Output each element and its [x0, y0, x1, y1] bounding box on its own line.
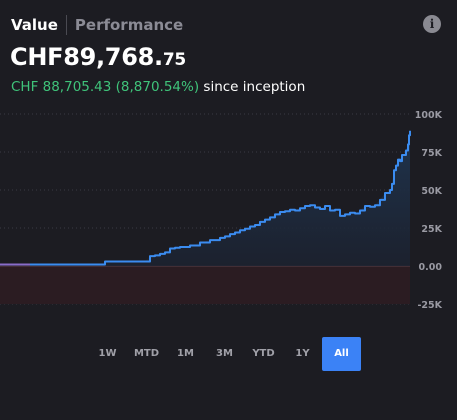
tab-divider — [65, 15, 67, 35]
y-tick-label: 75K — [421, 148, 442, 159]
portfolio-value-main: CHF89,768. — [10, 43, 163, 71]
negative-zone-rect — [0, 266, 410, 304]
range-button-1m[interactable]: 1M — [177, 348, 194, 359]
chart-area — [0, 130, 410, 266]
info-icon[interactable]: i — [423, 15, 441, 33]
gain-amount: CHF 88,705.43 (8,870.54%) — [11, 79, 200, 95]
tab-performance[interactable]: Performance — [74, 16, 184, 34]
chart-lines — [0, 130, 411, 266]
range-button-mtd[interactable]: MTD — [133, 348, 160, 359]
y-axis-ticks: 100K 75K 50K 25K 0.00 -25K — [415, 110, 443, 311]
portfolio-value-cents: 75 — [162, 50, 186, 70]
range-button-all[interactable]: All — [322, 337, 361, 371]
gain-summary: CHF 88,705.43 (8,870.54%) since inceptio… — [11, 79, 305, 95]
gain-since-label: since inception — [203, 79, 306, 95]
tab-value[interactable]: Value — [11, 16, 58, 34]
value-line — [30, 130, 411, 266]
portfolio-value: CHF89,768.75 — [10, 43, 186, 71]
y-tick-label: 0.00 — [419, 262, 443, 273]
view-tabs: Value Performance — [11, 14, 183, 36]
y-tick-label: -25K — [417, 300, 442, 311]
negative-zone — [0, 265, 410, 304]
range-button-1y[interactable]: 1Y — [295, 348, 310, 359]
y-tick-label: 100K — [415, 110, 443, 121]
range-selector: 1W MTD 1M 3M YTD 1Y All — [88, 337, 361, 371]
y-tick-label: 50K — [421, 186, 442, 197]
range-button-3m[interactable]: 3M — [216, 348, 233, 359]
y-tick-label: 25K — [421, 224, 442, 235]
range-button-1w[interactable]: 1W — [98, 348, 117, 359]
value-area — [0, 130, 410, 266]
range-button-ytd[interactable]: YTD — [252, 348, 275, 359]
